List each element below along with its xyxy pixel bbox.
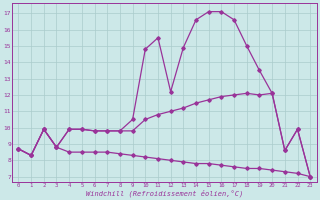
X-axis label: Windchill (Refroidissement éolien,°C): Windchill (Refroidissement éolien,°C): [86, 189, 243, 197]
